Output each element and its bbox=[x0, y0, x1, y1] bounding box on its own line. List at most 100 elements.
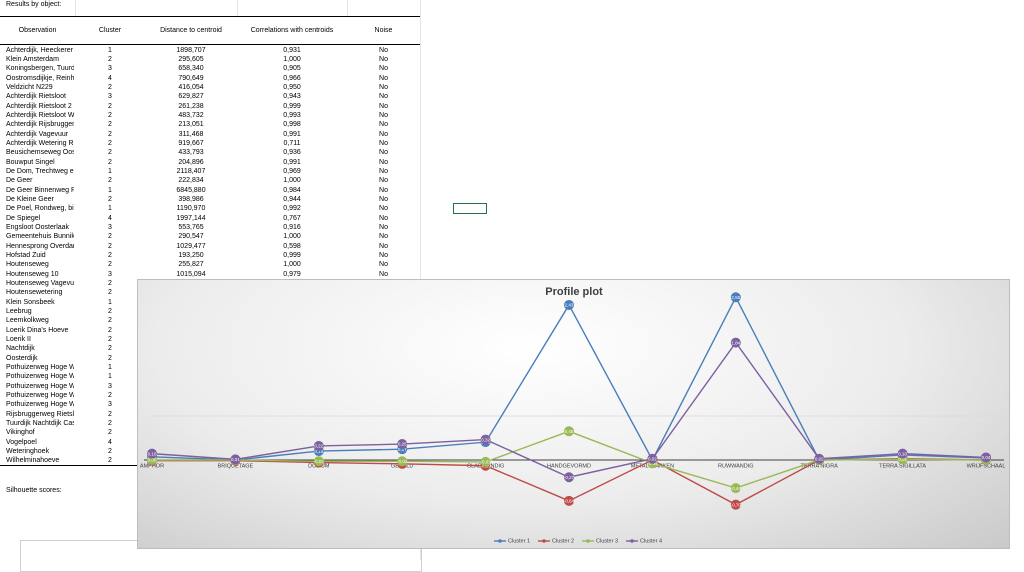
data-point bbox=[564, 495, 574, 506]
table-cell: 1,000 bbox=[283, 55, 301, 63]
table-cell: 0,992 bbox=[283, 205, 301, 213]
table-cell: 2 bbox=[108, 336, 112, 344]
table-cell: 2 bbox=[108, 111, 112, 119]
data-point bbox=[730, 483, 741, 494]
table-cell: No bbox=[379, 205, 388, 213]
table-cell: 0,991 bbox=[283, 158, 301, 166]
data-label: 0,25 bbox=[398, 442, 407, 447]
table-cell: 2 bbox=[108, 308, 112, 316]
chart: Profile plot AMPHORBRIQUETAGEDOLIUMGEVEL… bbox=[140, 286, 1005, 545]
data-label: 0,14 bbox=[314, 449, 323, 454]
data-label: 0,45 bbox=[565, 429, 574, 434]
table-cell: 919,667 bbox=[178, 139, 204, 147]
legend-label: Cluster 2 bbox=[552, 538, 574, 544]
table-cell: 1,000 bbox=[283, 233, 301, 241]
table-cell: No bbox=[379, 195, 388, 203]
table-cell: 1 bbox=[108, 364, 112, 372]
data-point bbox=[730, 499, 741, 510]
table-cell: 2 bbox=[108, 457, 112, 465]
data-point bbox=[313, 456, 324, 467]
x-tick-label: AMPHOR bbox=[140, 463, 164, 469]
table-cell: Engsloot Oosterlaak bbox=[6, 223, 70, 231]
table-cell: 483,732 bbox=[178, 111, 204, 119]
table-cell: 2 bbox=[108, 139, 112, 147]
table-cell: 1898,707 bbox=[176, 46, 206, 54]
table-cell: No bbox=[379, 139, 388, 147]
table-cell: Nachtdijk bbox=[6, 345, 35, 353]
chart-area[interactable]: Profile plot AMPHORBRIQUETAGEDOLIUMGEVEL… bbox=[137, 279, 1010, 549]
table-cell: 0,944 bbox=[283, 195, 301, 203]
table-cell: 2 bbox=[108, 158, 112, 166]
data-label: 0,32 bbox=[481, 437, 490, 442]
x-tick-label: HANDGEVORMD bbox=[547, 463, 591, 469]
selected-cell[interactable] bbox=[453, 203, 487, 214]
table-cell: 0,984 bbox=[283, 186, 301, 194]
data-label: -0,02 bbox=[314, 459, 325, 464]
legend-marker bbox=[586, 539, 590, 543]
table-cell: 4 bbox=[108, 74, 112, 82]
table-cell: Noise bbox=[374, 27, 393, 34]
table-cell: No bbox=[379, 261, 388, 269]
table-cell: 2 bbox=[108, 149, 112, 157]
legend-label: Cluster 4 bbox=[640, 538, 662, 544]
table-cell: 1997,144 bbox=[176, 214, 206, 222]
table-cell: 290,547 bbox=[178, 233, 204, 241]
table-cell: 2 bbox=[108, 83, 112, 91]
table-cell: 0,966 bbox=[283, 74, 301, 82]
table-cell: 2 bbox=[108, 102, 112, 110]
data-point bbox=[480, 456, 491, 467]
data-point bbox=[897, 448, 908, 459]
table-cell: 3 bbox=[108, 382, 112, 390]
table-cell: De Kleine Geer bbox=[6, 195, 54, 203]
x-tick-label: RUWWANDIG bbox=[718, 463, 754, 469]
legend-marker bbox=[498, 539, 502, 543]
table-cell: 658,340 bbox=[178, 65, 204, 73]
x-tick-label: BRIQUETAGE bbox=[218, 463, 254, 469]
data-point bbox=[397, 439, 408, 450]
table-cell: 3 bbox=[108, 223, 112, 231]
table-cell: 3 bbox=[108, 65, 112, 73]
table-cell: 2 bbox=[108, 130, 112, 138]
table-cell: 1,000 bbox=[283, 177, 301, 185]
heading: Results by object: bbox=[6, 1, 62, 8]
table-cell: 0,999 bbox=[283, 251, 301, 259]
table-cell: No bbox=[379, 121, 388, 129]
legend-marker bbox=[630, 539, 634, 543]
data-label: 0,17 bbox=[398, 447, 407, 452]
table-cell: Veldzicht N229 bbox=[6, 83, 53, 91]
table-cell: 3 bbox=[108, 270, 112, 278]
table-cell: 1029,477 bbox=[176, 242, 206, 250]
table-cell: De Spiegel bbox=[6, 214, 41, 222]
table-cell: De Geer Binnenweg R bbox=[6, 186, 74, 194]
data-label: -0,03 bbox=[480, 460, 491, 465]
table-cell: Cluster bbox=[98, 27, 122, 34]
table-cell: 2 bbox=[108, 261, 112, 269]
table-cell: 2 bbox=[108, 195, 112, 203]
table-cell: Leebrug bbox=[6, 308, 32, 316]
table-cell: No bbox=[379, 214, 388, 222]
table-cell: 2 bbox=[108, 177, 112, 185]
table-cell: 204,896 bbox=[178, 158, 204, 166]
table-cell: Leemkolkweg bbox=[6, 317, 49, 325]
table-cell: 0,969 bbox=[283, 167, 301, 175]
table-cell: Achterdijk, Heeckerer bbox=[6, 46, 73, 54]
table-cell: Houtenseweg Vagevu bbox=[6, 280, 74, 287]
table-cell: 0,916 bbox=[283, 223, 301, 231]
table-cell: Pothuizerweg Hoge W bbox=[6, 382, 74, 390]
table-cell: Gemeentehuis Bunnik bbox=[6, 233, 74, 241]
table-cell: 0,979 bbox=[283, 270, 301, 278]
table-cell: 0,598 bbox=[283, 242, 301, 250]
table-cell: No bbox=[379, 270, 388, 278]
data-point bbox=[313, 440, 324, 451]
table-cell: 0,993 bbox=[283, 111, 301, 119]
table-cell: 2 bbox=[108, 251, 112, 259]
table-cell: 0,931 bbox=[283, 46, 301, 54]
table-cell: No bbox=[379, 111, 388, 119]
table-cell: 1 bbox=[108, 46, 112, 54]
table-cell: 2 bbox=[108, 317, 112, 325]
data-point bbox=[981, 452, 991, 463]
table-cell: Weteringhoek bbox=[6, 448, 50, 456]
table-cell: No bbox=[379, 83, 388, 91]
table-cell: No bbox=[379, 93, 388, 101]
